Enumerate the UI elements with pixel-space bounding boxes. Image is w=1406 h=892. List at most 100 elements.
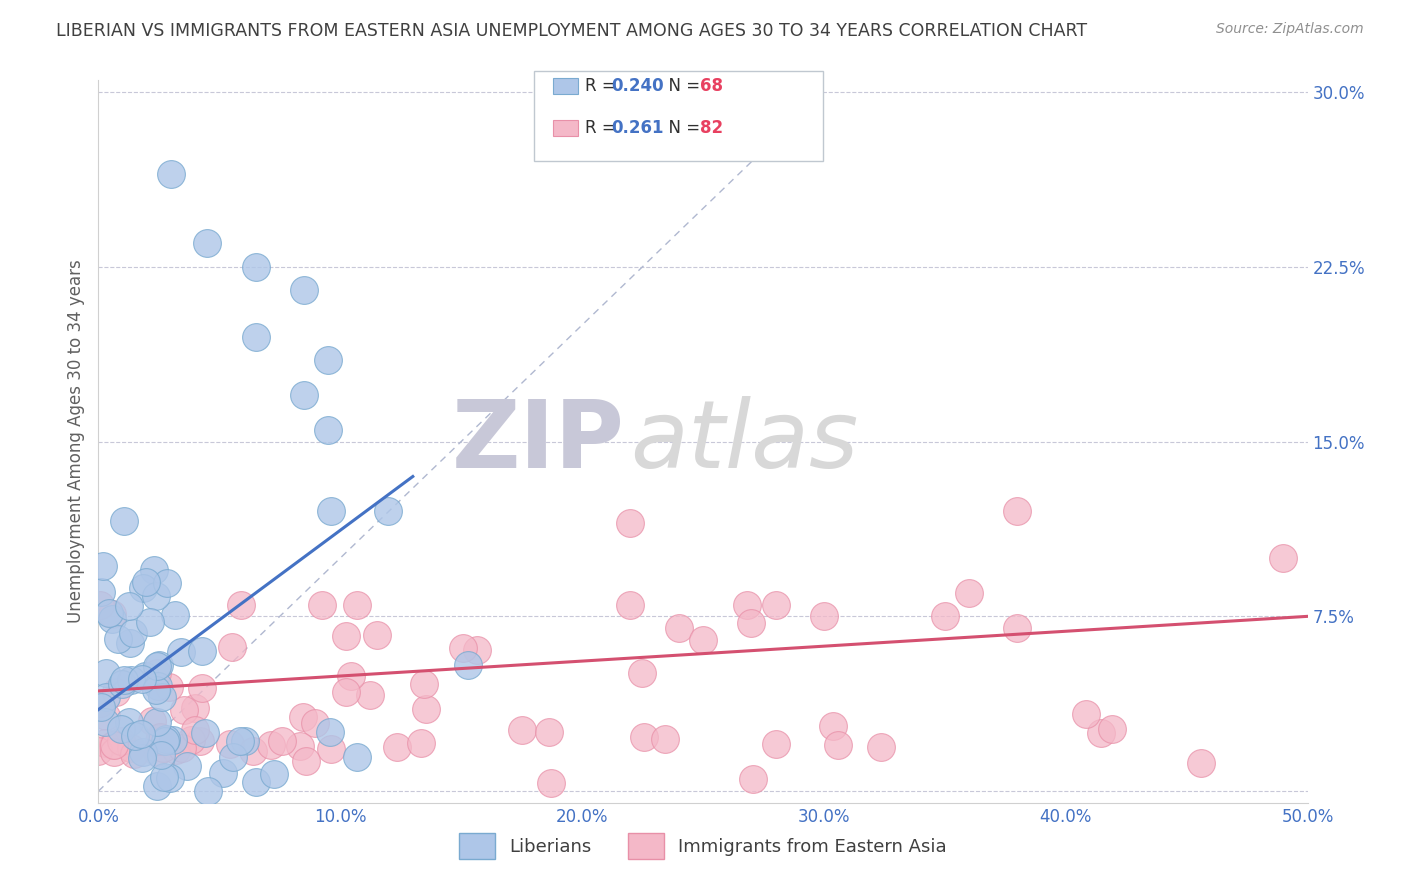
Point — [169, 645, 191, 659]
Point — [139, 615, 162, 630]
Point — [94, 690, 117, 705]
Point — [146, 679, 169, 693]
Point — [233, 734, 256, 748]
Text: N =: N = — [658, 77, 706, 95]
Point — [1191, 756, 1213, 770]
Point — [260, 738, 283, 752]
Point — [654, 732, 676, 747]
Point — [146, 658, 169, 673]
Point — [827, 738, 849, 752]
Point — [184, 701, 207, 715]
Point — [870, 740, 893, 755]
Point — [1074, 706, 1097, 721]
Point — [316, 423, 339, 437]
Point — [89, 598, 111, 612]
Point — [107, 632, 129, 647]
Point — [813, 609, 835, 624]
Point — [1007, 504, 1029, 518]
Point — [451, 640, 474, 655]
Point — [1090, 726, 1112, 740]
Point — [765, 737, 787, 751]
Point — [1101, 723, 1123, 737]
Point — [191, 644, 214, 658]
Point — [165, 742, 187, 756]
Point — [263, 767, 285, 781]
Point — [740, 616, 762, 631]
Point — [304, 715, 326, 730]
Point — [1007, 621, 1029, 635]
Point — [90, 584, 112, 599]
Point — [934, 609, 956, 624]
Point — [172, 741, 194, 756]
Point — [457, 658, 479, 673]
Point — [150, 734, 173, 748]
Point — [165, 608, 187, 623]
Point — [94, 714, 117, 729]
Text: atlas: atlas — [630, 396, 859, 487]
Point — [100, 607, 122, 621]
Point — [155, 734, 177, 748]
Point — [103, 745, 125, 759]
Point — [346, 598, 368, 612]
Point — [131, 751, 153, 765]
Point — [134, 669, 156, 683]
Point — [118, 715, 141, 730]
Point — [291, 710, 314, 724]
Point — [149, 731, 172, 745]
Text: 82: 82 — [700, 120, 723, 137]
Point — [292, 283, 315, 297]
Point — [159, 771, 181, 785]
Point — [93, 559, 115, 574]
Point — [619, 516, 641, 530]
Point — [242, 744, 264, 758]
Point — [120, 673, 142, 687]
Point — [155, 576, 177, 591]
Point — [188, 734, 211, 748]
Point — [101, 612, 124, 626]
Point — [619, 598, 641, 612]
Point — [135, 575, 157, 590]
Point — [149, 730, 172, 744]
Point — [339, 668, 361, 682]
Point — [118, 599, 141, 613]
Point — [148, 657, 170, 672]
Point — [157, 680, 180, 694]
Point — [150, 690, 173, 704]
Text: LIBERIAN VS IMMIGRANTS FROM EASTERN ASIA UNEMPLOYMENT AMONG AGES 30 TO 34 YEARS : LIBERIAN VS IMMIGRANTS FROM EASTERN ASIA… — [56, 22, 1087, 40]
Point — [103, 739, 125, 753]
Point — [112, 673, 135, 687]
Point — [385, 740, 408, 755]
Point — [111, 677, 134, 691]
Point — [155, 732, 177, 747]
Point — [765, 598, 787, 612]
Point — [145, 779, 167, 793]
Point — [221, 640, 243, 655]
Point — [245, 775, 267, 789]
Point — [152, 740, 174, 755]
Point — [132, 745, 155, 759]
Point — [184, 723, 207, 738]
Text: R =: R = — [585, 120, 621, 137]
Point — [735, 598, 758, 612]
Point — [219, 737, 242, 751]
Point — [191, 681, 214, 695]
Text: Source: ZipAtlas.com: Source: ZipAtlas.com — [1216, 22, 1364, 37]
Point — [377, 504, 399, 518]
Point — [270, 734, 292, 748]
Point — [150, 747, 173, 762]
Point — [131, 673, 153, 687]
Point — [122, 626, 145, 640]
Text: ZIP: ZIP — [451, 395, 624, 488]
Point — [692, 632, 714, 647]
Point — [245, 329, 267, 343]
Point — [957, 586, 980, 600]
Point — [145, 589, 167, 603]
Point — [311, 598, 333, 612]
Point — [319, 504, 342, 518]
Point — [316, 353, 339, 368]
Point — [221, 749, 243, 764]
Point — [359, 688, 381, 702]
Legend: Liberians, Immigrants from Eastern Asia: Liberians, Immigrants from Eastern Asia — [451, 826, 955, 866]
Point — [94, 665, 117, 680]
Point — [110, 722, 132, 736]
